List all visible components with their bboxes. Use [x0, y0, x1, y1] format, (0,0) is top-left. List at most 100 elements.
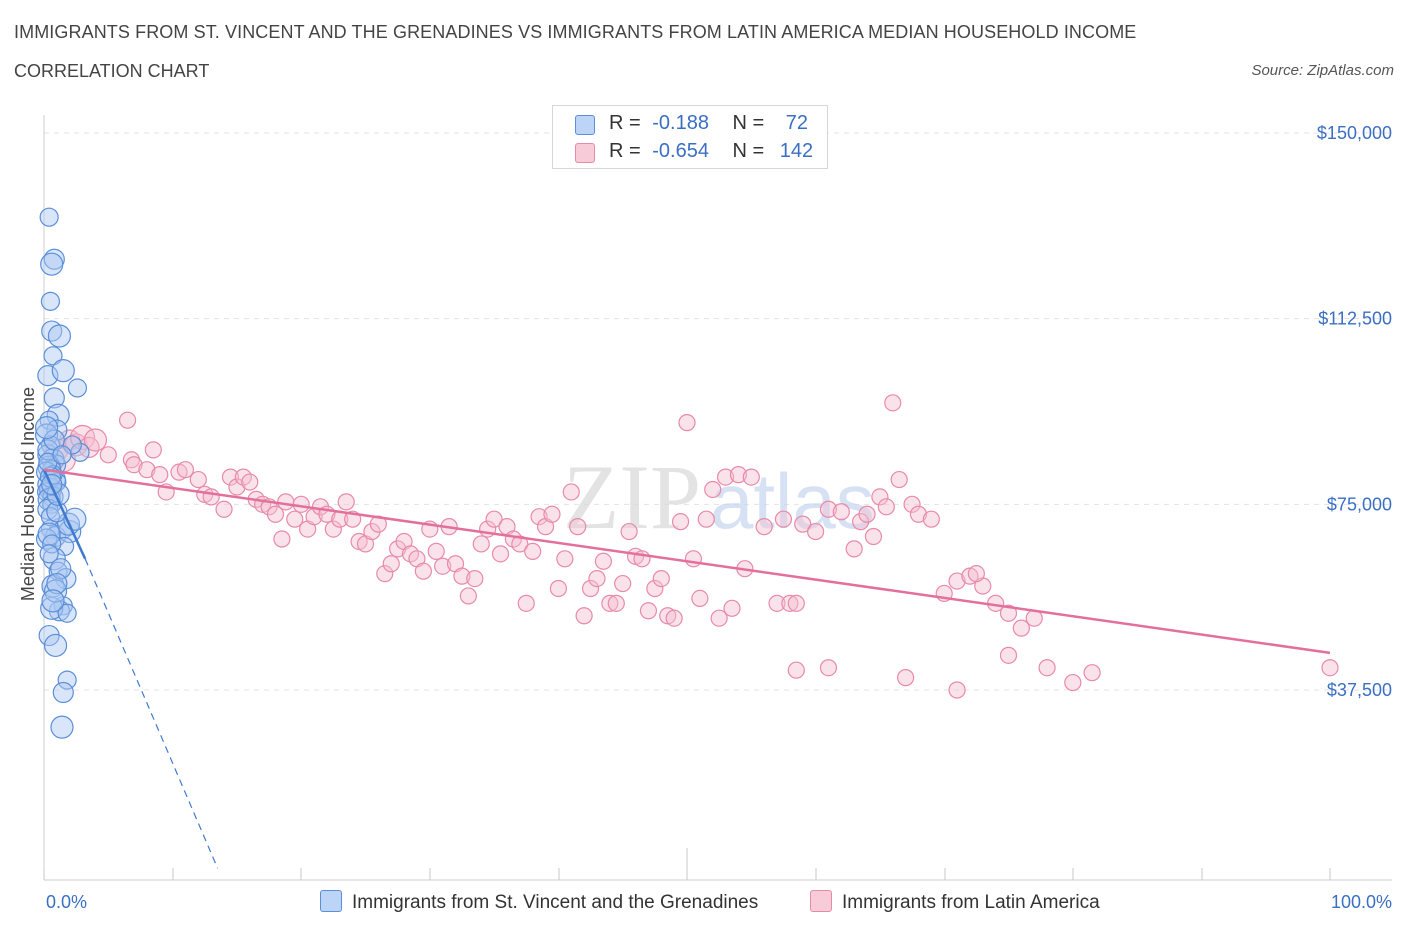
latin-america-point-122	[909, 505, 928, 523]
legend-r-value-2: -0.654	[652, 140, 709, 162]
st-vincent-point-50	[50, 715, 74, 739]
latin-america-trend-line	[43, 468, 1331, 655]
latin-america-point-101	[729, 466, 748, 484]
latin-america-point-107	[781, 594, 799, 612]
latin-america-point-20	[202, 488, 220, 506]
latin-america-point-96	[697, 510, 715, 528]
latin-america-point-12	[138, 461, 156, 479]
latin-america-point-92	[671, 513, 690, 531]
latin-america-point-69	[524, 542, 542, 560]
latin-america-point-100	[723, 599, 741, 617]
latin-america-point-79	[588, 569, 606, 588]
latin-america-point-123	[922, 510, 940, 528]
latin-america-point-94	[684, 550, 703, 568]
latin-america-point-67	[511, 535, 529, 553]
st-vincent-point-6	[43, 346, 63, 366]
latin-america-point-91	[665, 609, 683, 627]
st-vincent-point-70	[46, 572, 68, 595]
legend-r-value-1: -0.188	[652, 112, 709, 134]
latin-america-point-23	[228, 478, 246, 496]
latin-america-point-77	[575, 607, 593, 625]
latin-america-point-121	[903, 495, 921, 513]
latin-america-point-68	[517, 594, 535, 612]
latin-america-point-116	[864, 527, 883, 546]
latin-america-point-75	[562, 483, 580, 501]
st-vincent-point-3	[40, 291, 61, 311]
latin-america-point-46	[376, 565, 394, 583]
chart-title: IMMIGRANTS FROM ST. VINCENT AND THE GREN…	[14, 22, 1137, 42]
chart-subtitle: CORRELATION CHART	[14, 61, 210, 81]
latin-america-point-108	[787, 594, 805, 612]
correlation-legend: R = -0.188 N = 72 R = -0.654 N = 142	[552, 105, 828, 169]
latin-america-point-106	[774, 510, 793, 528]
latin-america-point-135	[819, 659, 838, 677]
latin-america-point-130	[1012, 619, 1030, 637]
latin-america-point-87	[639, 602, 658, 620]
latin-america-point-109	[794, 515, 812, 533]
latin-america-point-13	[144, 441, 162, 459]
latin-america-point-115	[858, 505, 876, 523]
st-vincent-point-2	[40, 252, 64, 276]
latin-america-point-133	[948, 681, 966, 699]
latin-america-point-134	[787, 661, 805, 679]
legend-n-label-1: N =	[732, 112, 765, 134]
latin-america-point-110	[806, 522, 825, 541]
st-vincent-point-65	[34, 415, 59, 440]
st-vincent-trend-extension	[84, 558, 219, 869]
latin-america-point-40	[337, 493, 355, 511]
latin-america-point-125	[948, 572, 966, 590]
latin-america-point-119	[884, 394, 902, 412]
bottom-legend-label-st-vincent: Immigrants from St. Vincent and the Gren…	[352, 892, 759, 913]
latin-america-point-78	[581, 579, 600, 598]
latin-america-point-80	[594, 552, 613, 570]
latin-america-point-104	[755, 518, 773, 536]
st-vincent-point-66	[52, 445, 72, 465]
latin-america-point-74	[556, 550, 574, 568]
latin-america-point-18	[189, 470, 207, 489]
y-tick-label-1: $112,500	[1318, 309, 1392, 329]
latin-america-point-103	[742, 468, 760, 486]
legend-r-label-1: R =	[609, 112, 641, 134]
latin-america-point-113	[845, 540, 863, 558]
st-vincent-point-48	[57, 670, 77, 690]
latin-america-point-140	[1321, 659, 1339, 677]
latin-america-point-32	[286, 510, 304, 528]
y-tick-label-3: $37,500	[1327, 680, 1392, 700]
latin-america-point-95	[691, 589, 709, 608]
latin-america-point-136	[999, 646, 1018, 664]
st-vincent-point-8	[51, 359, 75, 383]
latin-america-point-118	[877, 498, 895, 516]
st-vincent-point-69	[39, 544, 59, 564]
latin-america-point-14	[151, 466, 169, 484]
latin-america-point-97	[704, 480, 722, 499]
latin-america-point-25	[241, 473, 259, 491]
st-vincent-point-47	[43, 633, 68, 658]
latin-america-point-30	[273, 530, 291, 548]
st-vincent-point-1	[43, 248, 65, 270]
latin-america-point-112	[832, 503, 850, 521]
latin-america-point-138	[1064, 673, 1082, 692]
latin-america-point-89	[652, 569, 670, 588]
bottom-legend-swatch-pink	[810, 890, 832, 912]
legend-swatch-pink	[575, 143, 595, 163]
latin-america-point-59	[459, 587, 477, 605]
latin-america-point-98	[710, 609, 728, 627]
legend-n-value-1: 72	[785, 112, 809, 134]
latin-america-point-141	[967, 565, 985, 583]
y-axis-label: Median Household Income	[18, 387, 38, 601]
tick-labels: $150,000 $112,500 $75,000 $37,500 0.0% 100.0%	[46, 123, 1392, 912]
latin-america-point-52	[414, 562, 432, 580]
latin-america-point-22	[221, 468, 240, 486]
legend-swatch-blue	[575, 115, 595, 135]
latin-america-point-47	[382, 555, 400, 573]
latin-america-points	[39, 394, 1339, 699]
latin-america-point-99	[716, 468, 735, 486]
latin-america-point-29	[266, 505, 285, 523]
st-vincent-point-5	[47, 324, 72, 348]
bottom-legend-swatch-blue	[320, 890, 342, 912]
st-vincent-trend-line	[42, 469, 87, 560]
st-vincent-point-44	[40, 596, 64, 620]
latin-america-point-31	[277, 493, 295, 511]
latin-america-point-64	[491, 545, 510, 563]
x-tick-label-1: 100.0%	[1331, 892, 1392, 912]
